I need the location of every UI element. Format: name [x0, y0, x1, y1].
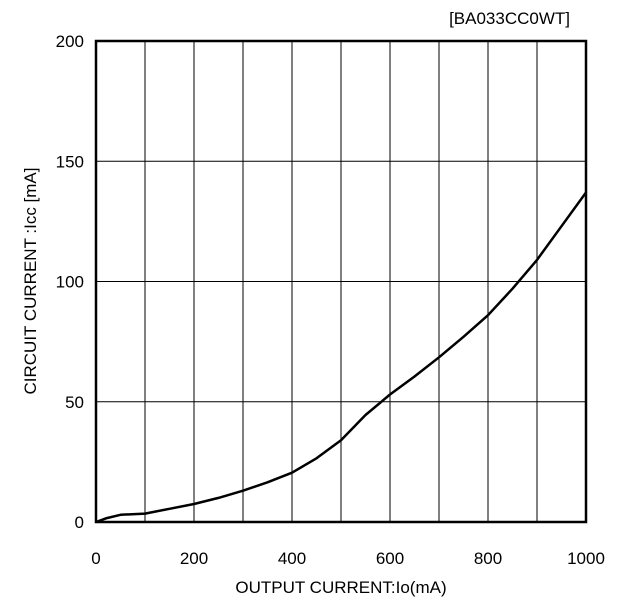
y-tick-labels: 0 50 100 150 200	[56, 32, 84, 532]
y-tick-label: 100	[56, 273, 84, 292]
x-tick-label: 1000	[567, 549, 605, 568]
y-tick-label: 50	[65, 393, 84, 412]
y-tick-label: 150	[56, 152, 84, 171]
x-tick-label: 400	[278, 549, 306, 568]
y-tick-label: 200	[56, 32, 84, 51]
grid	[95, 40, 587, 523]
x-tick-label: 200	[180, 549, 208, 568]
x-tick-label: 800	[474, 549, 502, 568]
chart-title: [BA033CC0WT]	[449, 9, 570, 28]
curve-layer	[95, 191, 588, 524]
plot-frame	[94, 39, 588, 524]
series-line	[95, 191, 588, 524]
y-tick-label: 0	[75, 513, 84, 532]
x-tick-label: 0	[91, 549, 100, 568]
x-tick-label: 600	[376, 549, 404, 568]
x-axis-title: OUTPUT CURRENT:Io(mA)	[235, 578, 446, 597]
y-axis-title: CIRCUIT CURRENT :Icc [mA]	[21, 168, 40, 395]
x-tick-labels: 0 200 400 600 800 1000	[91, 549, 605, 568]
